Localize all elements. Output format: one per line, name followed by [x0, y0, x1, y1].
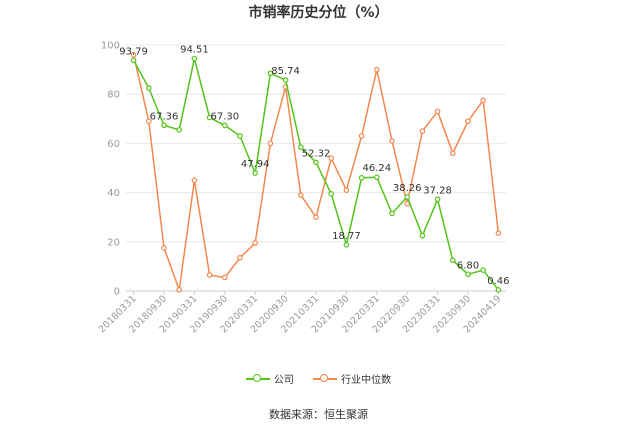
data-label-company: 38.26 [393, 183, 422, 194]
data-point-company [206, 114, 213, 121]
data-point-company [222, 122, 228, 129]
legend-item-industry[interactable]: 行业中位数 [313, 371, 391, 386]
data-point-industry [191, 177, 198, 184]
data-point-company [343, 242, 350, 248]
data-point-company [434, 196, 441, 203]
data-point-company [373, 174, 380, 181]
legend-industry-label: 行业中位数 [341, 375, 392, 386]
data-point-company [161, 122, 167, 129]
y-tick-label: 80 [107, 90, 120, 101]
data-label-company: 0.46 [487, 276, 509, 287]
data-label-company: 85.74 [271, 66, 300, 77]
data-point-company [267, 70, 274, 77]
legend-company-label: 公司 [273, 375, 294, 386]
legend-industry-marker [313, 373, 338, 385]
data-label-company: 47.94 [241, 159, 270, 170]
data-label-company: 46.24 [362, 163, 391, 174]
data-point-industry [161, 245, 167, 251]
y-tick-label: 100 [101, 41, 120, 52]
data-point-company [297, 144, 304, 150]
data-label-company: 37.28 [423, 185, 452, 196]
data-point-company [358, 175, 365, 181]
data-point-company [389, 210, 395, 217]
data-label-company: 52.32 [302, 148, 331, 159]
data-point-industry [343, 187, 350, 193]
source-text: 数据来源：恒生聚源 [269, 408, 368, 421]
data-point-company [252, 170, 259, 176]
data-point-company [282, 77, 289, 83]
data-point-industry [495, 230, 502, 236]
data-point-company [449, 257, 456, 264]
data-point-industry [373, 66, 380, 73]
chart-title: 市销率历史分位（%） [248, 5, 389, 21]
data-label-company: 93.79 [119, 46, 148, 57]
y-tick-label: 0 [114, 287, 120, 298]
data-point-industry [237, 254, 243, 261]
data-point-company [176, 127, 183, 133]
data-point-company [146, 85, 152, 91]
data-point-company [328, 191, 335, 197]
data-point-industry [480, 97, 487, 104]
data-point-industry [449, 150, 456, 157]
chart-legend: 公司 行业中位数 [0, 371, 637, 388]
data-point-company [313, 159, 319, 166]
data-label-company: 67.30 [210, 111, 239, 122]
data-point-industry [328, 155, 335, 161]
legend-company-marker [245, 373, 270, 385]
data-point-industry [252, 240, 259, 246]
data-point-industry [267, 140, 274, 147]
data-point-industry [206, 272, 213, 278]
data-point-company [495, 287, 502, 293]
data-point-industry [419, 128, 426, 134]
y-tick-label: 20 [107, 237, 120, 248]
data-point-industry [465, 118, 471, 125]
data-point-company [191, 55, 198, 62]
y-tick-label: 40 [107, 188, 120, 199]
data-label-company: 18.77 [332, 231, 361, 242]
data-point-industry [297, 192, 304, 198]
data-label-company: 67.36 [150, 111, 179, 122]
data-point-company [130, 57, 137, 64]
data-point-industry [389, 138, 395, 144]
data-point-industry [434, 108, 441, 115]
data-point-industry [313, 214, 319, 221]
legend-item-company[interactable]: 公司 [245, 371, 294, 386]
data-point-industry [222, 274, 228, 281]
data-point-company [404, 194, 411, 200]
series-line-company [132, 57, 499, 291]
data-label-company: 6.80 [457, 260, 479, 271]
data-point-industry [146, 118, 152, 125]
data-point-company [465, 271, 471, 278]
data-label-company: 94.51 [180, 45, 209, 56]
data-point-company [419, 232, 426, 239]
data-point-industry [358, 133, 365, 139]
data-point-industry [176, 286, 183, 293]
data-point-industry [130, 52, 137, 58]
data-point-company [480, 267, 487, 273]
y-tick-label: 60 [107, 139, 120, 150]
data-point-company [237, 133, 243, 139]
